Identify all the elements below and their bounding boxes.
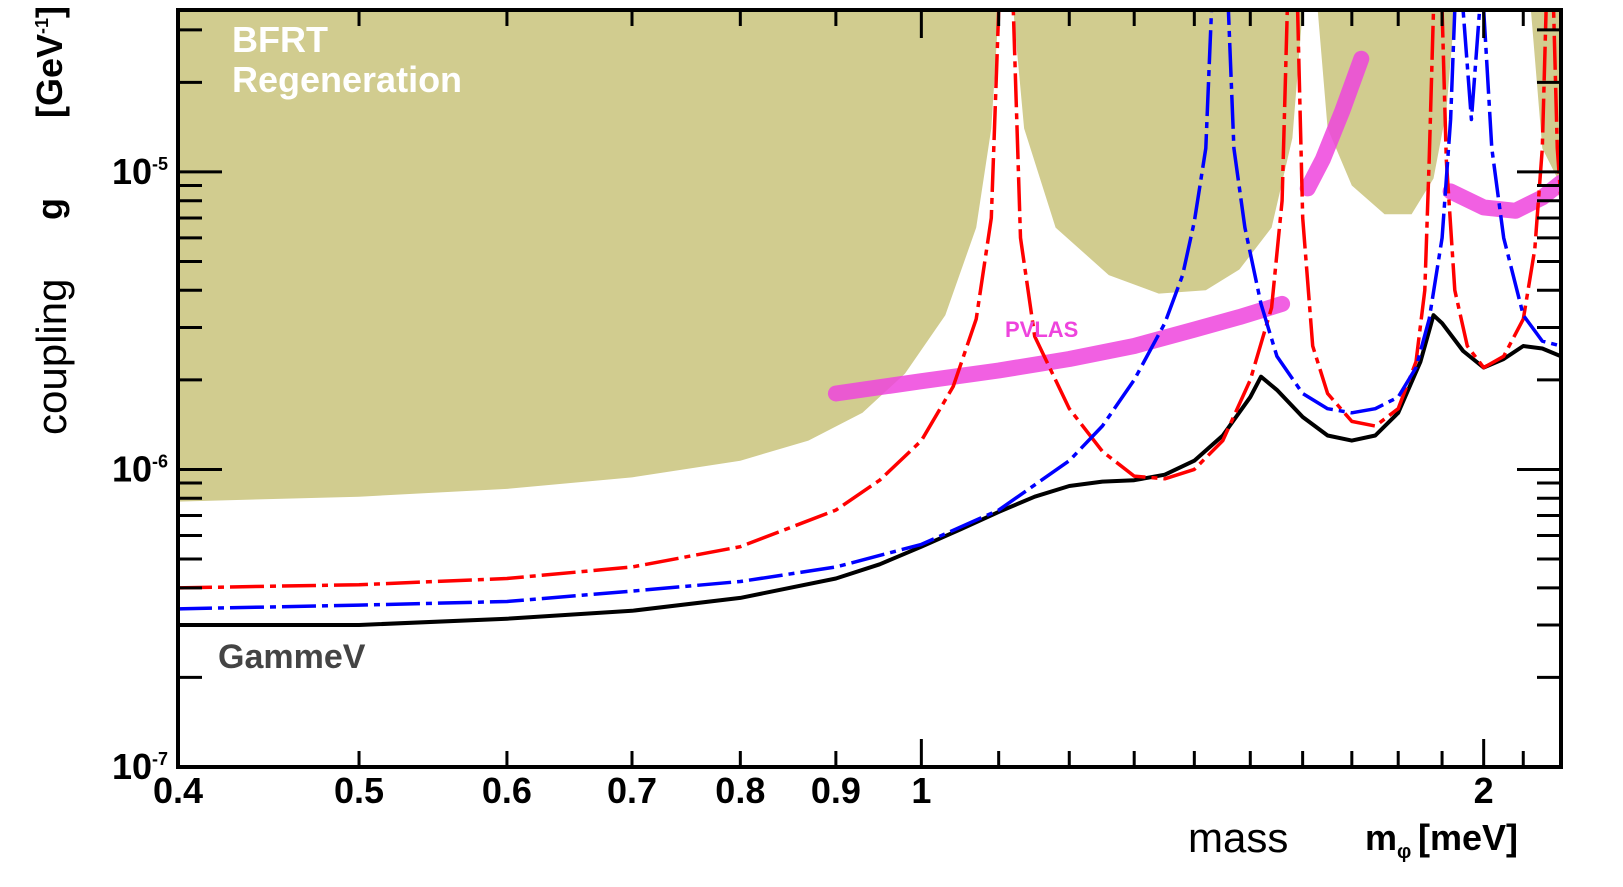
bfrt-excluded-region [178, 10, 1561, 502]
x-tick-label: 1 [911, 770, 931, 811]
y-tick-label: 10-7 [112, 746, 168, 787]
y-axis-symbol: g [29, 198, 70, 220]
x-axis-label: mass [1188, 814, 1288, 861]
limit-curve-blue [178, 10, 1561, 611]
limit-curve-red [178, 10, 1561, 590]
x-tick-label: 0.9 [811, 770, 861, 811]
x-tick-label: 0.8 [715, 770, 765, 811]
bfrt-label-line2: Regeneration [232, 59, 462, 100]
y-axis-label: coupling [28, 279, 75, 435]
x-axis-symbol: mφ [1365, 817, 1411, 863]
x-tick-label: 0.5 [334, 770, 384, 811]
x-axis-unit: [meV] [1418, 817, 1518, 858]
x-tick-label: 2 [1474, 770, 1494, 811]
pvlas-band-3 [1442, 174, 1561, 219]
limit-curve-black [178, 313, 1561, 627]
x-tick-label: 0.4 [153, 770, 203, 811]
pvlas-band-2 [1299, 50, 1370, 197]
y-axis-unit: [GeV-1] [29, 6, 70, 118]
gammev-label: GammeV [218, 638, 366, 676]
y-tick-label: 10-6 [112, 448, 168, 489]
pvlas-band-1 [827, 295, 1291, 402]
x-tick-label: 0.6 [482, 770, 532, 811]
bfrt-label-line1: BFRT [232, 19, 328, 60]
plot-frame [176, 8, 1563, 769]
y-tick-label: 10-5 [112, 151, 168, 192]
pvlas-label: PVLAS [1005, 317, 1078, 342]
x-tick-label: 0.7 [607, 770, 657, 811]
